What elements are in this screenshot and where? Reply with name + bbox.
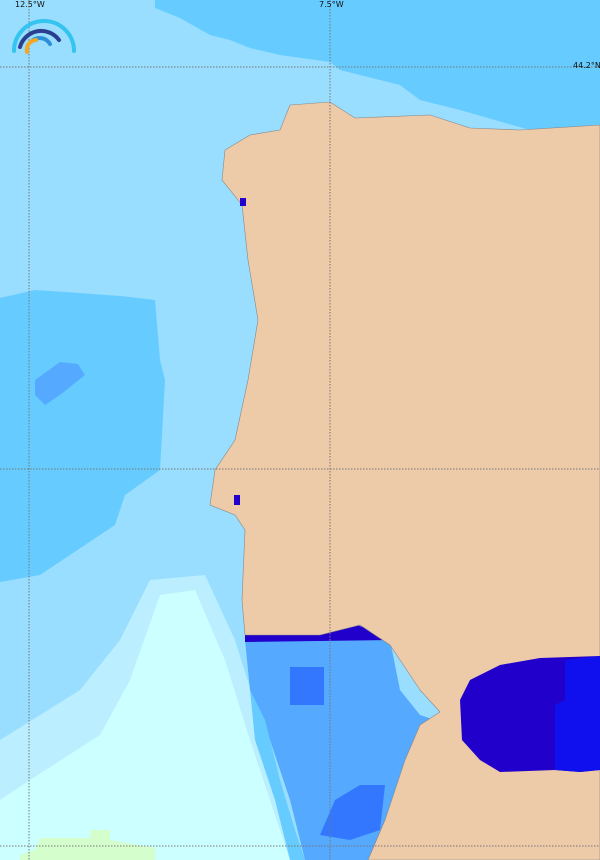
rainbow-arcs-logo (12, 19, 76, 54)
mediterranean-east (555, 656, 600, 772)
estuary-ria (240, 198, 246, 206)
ocean-light-south (0, 590, 290, 860)
ocean-gulf-mid (250, 690, 305, 860)
lon-label-12-5w: 12.5°W (15, 0, 45, 9)
ocean-darker-patch-1 (290, 667, 324, 705)
ocean-north-deep (155, 0, 600, 135)
lat-label-44-2n: 44.2°N (573, 61, 600, 70)
green-patch (20, 830, 155, 860)
ocean-west-block (0, 290, 165, 582)
estuary-tejo (234, 495, 240, 505)
ocean-darker-patch-2 (320, 785, 385, 840)
ocean-west-spot (35, 362, 85, 405)
lon-label-7-5w: 7.5°W (319, 0, 344, 9)
